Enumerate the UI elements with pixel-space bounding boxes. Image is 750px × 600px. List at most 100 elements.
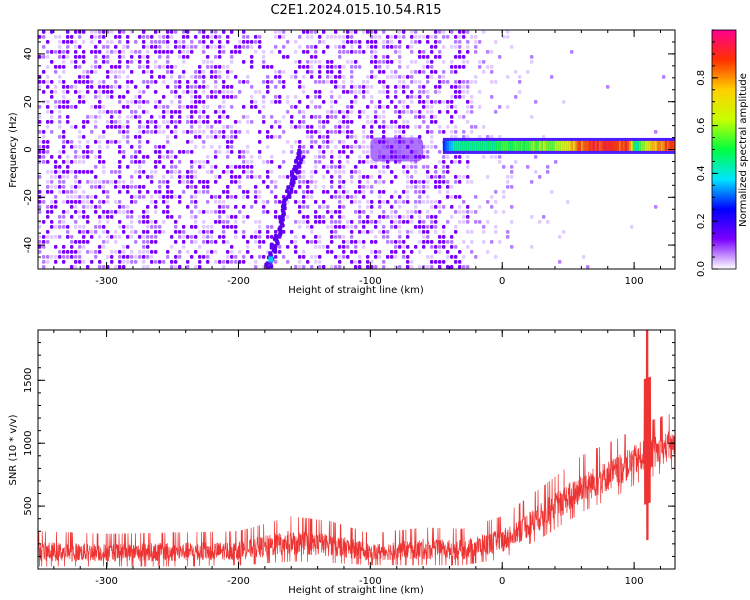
spectrogram-cell	[438, 100, 442, 104]
spectrogram-cell	[494, 155, 498, 159]
spectrogram-cell	[418, 225, 422, 229]
spectrogram-cell	[66, 120, 70, 124]
spectrogram-cell	[218, 115, 222, 119]
spectrogram-cell	[174, 80, 178, 84]
spectrogram-cell	[146, 100, 150, 104]
spectrogram-cell	[242, 220, 246, 224]
spectrogram-cell	[106, 95, 110, 99]
spectrogram-cell	[294, 250, 298, 254]
spectrogram-cell	[234, 165, 238, 169]
spectrogram-cell	[238, 155, 242, 159]
spectrogram-cell	[382, 45, 386, 49]
spectrogram-cell	[146, 220, 150, 224]
spectrogram-cell	[182, 235, 186, 239]
spectrogram-cell	[190, 140, 194, 144]
spectrogram-cell	[50, 155, 54, 159]
spectrogram-cell	[122, 55, 126, 59]
spectrogram-cell	[186, 170, 190, 174]
spectrogram-cell	[306, 240, 310, 244]
spectrogram-cell	[282, 115, 286, 119]
spectrogram-cell	[194, 105, 198, 109]
carrier-band-core	[628, 140, 632, 151]
spectrogram-cell	[206, 225, 210, 229]
spectrogram-cell	[454, 80, 458, 84]
spectrogram-cell	[190, 215, 194, 219]
spectrogram-cell	[154, 205, 158, 209]
spectrogram-cell	[114, 240, 118, 244]
spectrogram-cell	[418, 180, 422, 184]
spectrogram-cell	[242, 105, 246, 109]
spectrogram-cell	[258, 245, 262, 249]
spectrogram-cell	[98, 260, 102, 264]
spectrogram-cell	[114, 185, 118, 189]
spectrogram-cell	[162, 230, 166, 234]
spectrogram-cell	[98, 225, 102, 229]
spectrogram-cell	[198, 160, 202, 164]
spectrogram-cell	[214, 210, 218, 214]
spectrogram-cell	[62, 215, 66, 219]
spectrogram-cell	[78, 135, 82, 139]
spectrogram-cell	[110, 70, 114, 74]
spectrogram-cell	[146, 265, 150, 269]
spectrogram-cell	[74, 255, 78, 259]
spectrogram-cell	[338, 205, 342, 209]
spectrogram-cell	[66, 225, 70, 229]
spectrogram-cell	[246, 150, 250, 154]
spectrogram-cell	[110, 250, 114, 254]
spectrogram-cell	[338, 200, 342, 204]
spectrogram-cell	[114, 235, 118, 239]
spectrogram-cell	[510, 175, 514, 179]
spectrogram-cell	[378, 195, 382, 199]
spectrogram-cell	[654, 205, 658, 209]
spectrogram-cell	[438, 200, 442, 204]
spectrogram-cell	[414, 225, 418, 229]
spectrogram-cell	[202, 60, 206, 64]
spectrogram-cell	[138, 165, 142, 169]
spectrogram-cell	[482, 240, 486, 244]
carrier-band-core	[458, 140, 462, 151]
spectrogram-cell	[294, 245, 298, 249]
spectrogram-cell	[430, 65, 434, 69]
spectrogram-cell	[82, 50, 86, 54]
spectrogram-cell	[218, 220, 222, 224]
spectrogram-cell	[222, 105, 226, 109]
spectrogram-cell	[130, 60, 134, 64]
spectrogram-cell	[74, 80, 78, 84]
spectrogram-cell	[154, 40, 158, 44]
spectrogram-cell	[58, 235, 62, 239]
carrier-band-core	[442, 140, 446, 151]
spectrogram-cell	[246, 130, 250, 134]
spectrogram-cell	[462, 130, 466, 134]
spectrogram-cell	[498, 160, 502, 164]
spectrogram-cell	[94, 165, 98, 169]
spectrogram-cell	[166, 65, 170, 69]
spectrogram-cell	[190, 105, 194, 109]
spectrogram-cell	[446, 240, 450, 244]
spectrogram-cell	[362, 125, 366, 129]
spectrogram-cell	[310, 140, 314, 144]
spectrogram-cell	[86, 250, 90, 254]
spectrogram-cell	[234, 130, 238, 134]
spectrogram-cell	[66, 170, 70, 174]
spectrogram-cell	[322, 140, 326, 144]
spectrogram-cell	[346, 225, 350, 229]
spectrogram-cell	[74, 55, 78, 59]
spectrogram-cell	[422, 165, 426, 169]
spectrogram-cell	[118, 65, 122, 69]
spectrogram-cell	[526, 70, 530, 74]
spectrogram-cell	[470, 80, 474, 84]
spectrogram-cell	[546, 170, 550, 174]
spectrogram-cell	[454, 260, 458, 264]
spectrogram-cell	[414, 70, 418, 74]
spectrogram-cell	[394, 220, 398, 224]
spectrogram-cell	[438, 250, 442, 254]
spectrogram-cell	[174, 230, 178, 234]
spectrogram-cell	[118, 70, 122, 74]
snr-x-tick-label: 100	[625, 576, 644, 587]
spectrogram-cell	[422, 50, 426, 54]
spectrogram-cell	[294, 60, 298, 64]
spectrogram-cell	[410, 175, 414, 179]
spectrogram-cell	[406, 125, 410, 129]
spectrogram-cell	[222, 230, 226, 234]
spectrogram-cell	[422, 245, 426, 249]
